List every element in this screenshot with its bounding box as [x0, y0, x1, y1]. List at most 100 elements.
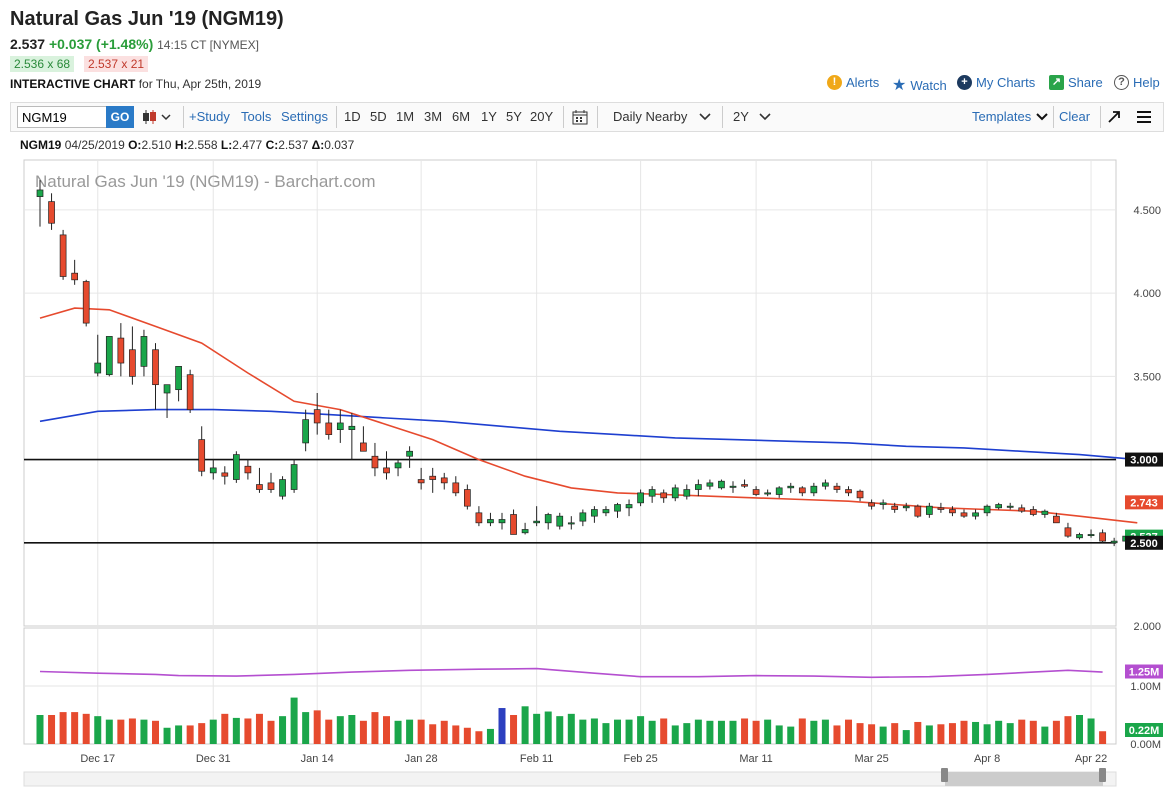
candle-down [48, 201, 55, 224]
candle-up [706, 482, 714, 487]
volume-bar [48, 715, 56, 744]
candle-down [371, 455, 379, 469]
candle-up [775, 487, 783, 495]
ohlc-readout: NGM19 04/25/2019 O:2.510 H:2.558 L:2.477… [20, 138, 354, 152]
menu-icon[interactable] [1136, 110, 1152, 124]
candle-up [233, 454, 240, 480]
candle-up [163, 384, 171, 394]
volume-bar [694, 719, 702, 744]
period-20y[interactable]: 20Y [530, 109, 554, 124]
period-6m[interactable]: 6M [452, 109, 471, 124]
candle-up [175, 366, 182, 391]
volume-bar [590, 718, 598, 744]
volume-bar [463, 727, 471, 744]
scroller-handle-left [941, 768, 948, 782]
volume-bar [198, 723, 206, 744]
watch-link[interactable]: ★ Watch [892, 75, 947, 95]
volume-bar [510, 715, 518, 744]
candle-down [856, 490, 864, 499]
bid-badge: 2.536 x 68 [10, 56, 75, 72]
candle-up [625, 504, 633, 509]
volume-bar [764, 719, 772, 744]
volume-bar [1041, 726, 1049, 744]
settings-button[interactable]: Settings [281, 109, 328, 124]
period-3m[interactable]: 3M [424, 109, 443, 124]
daily-nearby-select[interactable]: Daily Nearby [613, 109, 688, 124]
volume-bar [1029, 720, 1037, 744]
period-1d[interactable]: 1D [344, 109, 361, 124]
candle-up [94, 362, 102, 374]
volume-bar [948, 723, 956, 744]
candle-up [498, 519, 506, 524]
calendar-icon[interactable] [572, 109, 588, 125]
volume-bar [325, 719, 333, 744]
share-label: Share [1068, 75, 1103, 90]
volume-bar [1076, 715, 1083, 744]
symbol-input[interactable] [17, 106, 109, 128]
plus-circle-icon: + [957, 75, 972, 90]
candle-type-icon[interactable] [141, 108, 175, 126]
moving-average-slow [39, 408, 1138, 461]
period-1y[interactable]: 1Y [481, 109, 497, 124]
period-1m[interactable]: 1M [396, 109, 415, 124]
add-study-button[interactable]: +Study [189, 109, 230, 124]
templates-button[interactable]: Templates [972, 109, 1032, 124]
candle-up [1087, 534, 1095, 537]
period-5d[interactable]: 5D [370, 109, 387, 124]
expand-icon[interactable] [1107, 110, 1121, 124]
candle-up [487, 519, 494, 524]
my-charts-label: My Charts [976, 75, 1036, 90]
volume-bar [383, 716, 390, 744]
tools-button[interactable]: Tools [241, 109, 272, 124]
candle-up [637, 492, 644, 504]
chevron-down-icon [759, 113, 771, 121]
volume-bar [972, 721, 980, 744]
x-tick-label: Apr 8 [974, 753, 1000, 765]
candle-up [348, 425, 356, 430]
candle-up [787, 485, 795, 489]
candle-up [983, 505, 991, 514]
scroller-handle-right [1099, 768, 1106, 782]
go-button[interactable]: GO [106, 106, 134, 128]
candle-down [937, 507, 945, 510]
volume-bar [1064, 716, 1072, 744]
volume-bar [209, 719, 217, 744]
help-link[interactable]: ? Help [1114, 75, 1160, 90]
candle-down [383, 467, 390, 474]
candle-up [614, 504, 621, 512]
alerts-link[interactable]: ! Alerts [827, 75, 879, 90]
candle-up [972, 512, 979, 517]
price-badge-label: 3.000 [1130, 455, 1158, 467]
volume-bar [117, 719, 125, 744]
volume-bar [105, 719, 113, 744]
volume-badge-label: 0.22M [1129, 725, 1160, 737]
candle-up [995, 504, 1003, 509]
period-5y[interactable]: 5Y [506, 109, 522, 124]
volume-bar [1006, 723, 1014, 744]
candle-up [902, 505, 910, 509]
volume-badge [1125, 664, 1163, 679]
volume-bar [891, 723, 899, 744]
x-tick-label: Feb 25 [623, 753, 657, 765]
volume-bar [371, 712, 379, 744]
y-tick-label: 4.500 [1133, 205, 1161, 217]
volume-bar [71, 712, 79, 744]
volume-bar [533, 713, 541, 744]
volume-bar [302, 712, 310, 744]
x-tick-label: Mar 11 [739, 753, 772, 765]
my-charts-link[interactable]: + My Charts [957, 75, 1035, 90]
volume-bar [544, 711, 552, 744]
x-tick-label: Jan 14 [301, 753, 334, 765]
candle-down [1064, 527, 1072, 537]
volume-bar [671, 725, 679, 744]
share-link[interactable]: ↗ Share [1049, 75, 1103, 90]
candle-down [82, 281, 90, 324]
volume-bar [752, 720, 760, 744]
y-tick-label: 2.000 [1133, 621, 1161, 633]
volume-bar [602, 723, 610, 744]
clear-button[interactable]: Clear [1059, 109, 1091, 124]
candle-up [879, 502, 887, 505]
range-select[interactable]: 2Y [733, 109, 749, 124]
close-label: C: [265, 138, 279, 152]
